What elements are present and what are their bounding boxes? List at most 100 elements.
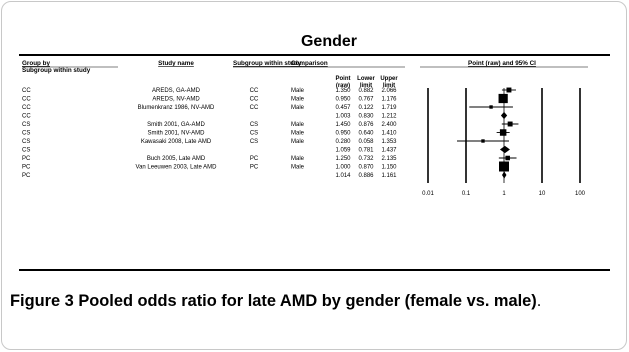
- point-marker: [489, 105, 493, 109]
- row-upper: 2.135: [381, 156, 397, 162]
- header-group-by: Group by: [22, 60, 50, 67]
- row-subgroup: PC: [250, 156, 259, 162]
- caption-end: .: [536, 292, 542, 310]
- study-row: CC AREDS, NV-AMD CC Male 0.950 0.767 1.176: [22, 93, 508, 104]
- summary-row: CS 1.059 0.781 1.437: [22, 145, 510, 154]
- point-marker: [498, 93, 508, 104]
- row-group: CC: [22, 97, 31, 103]
- row-point: 1.014: [335, 173, 351, 179]
- row-lower: 0.781: [358, 148, 374, 154]
- header-lower-1: Lower: [357, 76, 375, 82]
- summary-row: CC 1.003 0.830 1.212: [22, 111, 508, 120]
- header-point-1: Point: [336, 76, 351, 82]
- header-study-name: Study name: [158, 60, 194, 67]
- row-upper: 1.161: [381, 173, 397, 179]
- row-subgroup: CS: [250, 139, 258, 145]
- caption-text: Pooled odds ratio for late AMD by gender…: [78, 292, 537, 310]
- study-row: CS Smith 2001, GA-AMD CS Male 1.450 0.876 2.40…: [22, 121, 519, 128]
- row-subgroup: CC: [250, 97, 259, 103]
- row-point: 1.350: [335, 88, 351, 94]
- row-upper: 1.410: [381, 131, 397, 137]
- study-row: CS Smith 2001, NV-AMD CS Male 0.950 0.640 1.41…: [22, 129, 510, 137]
- row-comparison: Male: [291, 122, 305, 128]
- caption-label: Figure 3: [10, 292, 74, 310]
- point-marker: [499, 129, 507, 136]
- row-upper: 1.437: [381, 148, 397, 154]
- header-upper-1: Upper: [380, 76, 398, 82]
- study-row: CC AREDS, GA-AMD CC Male 1.350 0.882 2.066: [22, 87, 516, 94]
- row-lower: 0.640: [358, 131, 374, 137]
- row-lower: 0.870: [358, 165, 374, 171]
- row-subgroup: CC: [250, 105, 259, 111]
- row-group: PC: [22, 173, 31, 179]
- header-upper-2: limit: [383, 83, 395, 89]
- row-group: CC: [22, 88, 31, 94]
- row-group: CS: [22, 148, 30, 154]
- study-row: PC Buch 2005, Late AMD PC Male 1.250 0.732 2.1…: [22, 155, 517, 162]
- row-study-name: Buch 2005, Late AMD: [147, 156, 206, 162]
- row-lower: 0.058: [358, 139, 374, 145]
- row-subgroup: PC: [250, 165, 259, 171]
- row-upper: 1.176: [381, 97, 397, 103]
- row-group: CC: [22, 114, 31, 120]
- row-group: CS: [22, 139, 30, 145]
- row-study-name: AREDS, GA-AMD: [152, 88, 201, 94]
- row-study-name: Smith 2001, GA-AMD: [147, 122, 205, 128]
- row-point: 1.000: [335, 165, 351, 171]
- row-lower: 0.882: [358, 88, 374, 94]
- row-point: 1.059: [335, 148, 351, 154]
- header-subgroup-within-study: Subgroup within study: [22, 67, 91, 74]
- point-marker: [505, 155, 510, 161]
- header-point-2: (raw): [336, 83, 350, 89]
- row-study-name: Kawasaki 2008, Late AMD: [141, 139, 212, 145]
- header-subgroup-col: Subgroup within study: [233, 60, 302, 67]
- point-marker: [481, 139, 485, 143]
- plot-title: Gender: [301, 33, 357, 50]
- row-lower: 0.886: [358, 173, 374, 179]
- row-upper: 2.066: [381, 88, 397, 94]
- row-group: CC: [22, 105, 31, 111]
- header-comparison: Comparison: [291, 60, 328, 67]
- row-point: 0.950: [335, 97, 351, 103]
- x-tick-label: 1: [502, 191, 506, 197]
- row-upper: 1.719: [381, 105, 397, 111]
- x-axis: 0.01 0.1 1 10 100: [422, 88, 586, 197]
- row-group: PC: [22, 156, 31, 162]
- row-lower: 0.732: [358, 156, 374, 162]
- row-lower: 0.122: [358, 105, 374, 111]
- row-lower: 0.876: [358, 122, 374, 128]
- row-group: CS: [22, 131, 30, 137]
- row-comparison: Male: [291, 156, 305, 162]
- point-marker: [507, 121, 513, 127]
- row-comparison: Male: [291, 88, 305, 94]
- row-lower: 0.767: [358, 97, 374, 103]
- forest-rows: CC AREDS, GA-AMD CC Male 1.350 0.882 2.066 CC AR…: [22, 87, 519, 179]
- row-comparison: Male: [291, 131, 305, 137]
- row-upper: 2.400: [381, 122, 397, 128]
- row-comparison: Male: [291, 97, 305, 103]
- row-subgroup: CS: [250, 122, 258, 128]
- row-upper: 1.353: [381, 139, 397, 145]
- row-point: 0.457: [335, 105, 351, 111]
- summary-diamond: [499, 145, 510, 154]
- summary-row: PC 1.014 0.886 1.161: [22, 171, 507, 179]
- header-ci: Point (raw) and 95% CI: [468, 60, 536, 67]
- row-point: 0.280: [335, 139, 351, 145]
- study-row: CS Kawasaki 2008, Late AMD CS Male 0.280 0.05…: [22, 139, 509, 145]
- row-upper: 1.150: [381, 165, 397, 171]
- figure-caption: Figure 3 Pooled odds ratio for late AMD …: [10, 290, 616, 313]
- row-study-name: Van Leeuwen 2003, Late AMD: [136, 165, 218, 171]
- header-lower-2: limit: [360, 83, 372, 89]
- row-point: 0.950: [335, 131, 351, 137]
- row-point: 1.250: [335, 156, 351, 162]
- row-study-name: Smith 2001, NV-AMD: [147, 131, 205, 137]
- row-point: 1.003: [335, 114, 351, 120]
- row-point: 1.450: [335, 122, 351, 128]
- row-study-name: Blumenkranz 1986, NV-AMD: [138, 105, 215, 111]
- row-lower: 0.830: [358, 114, 374, 120]
- point-marker: [506, 87, 512, 93]
- row-comparison: Male: [291, 165, 305, 171]
- study-row: PC Van Leeuwen 2003, Late AMD PC Male 1.000 0…: [22, 161, 509, 172]
- x-tick-label: 0.01: [422, 191, 434, 197]
